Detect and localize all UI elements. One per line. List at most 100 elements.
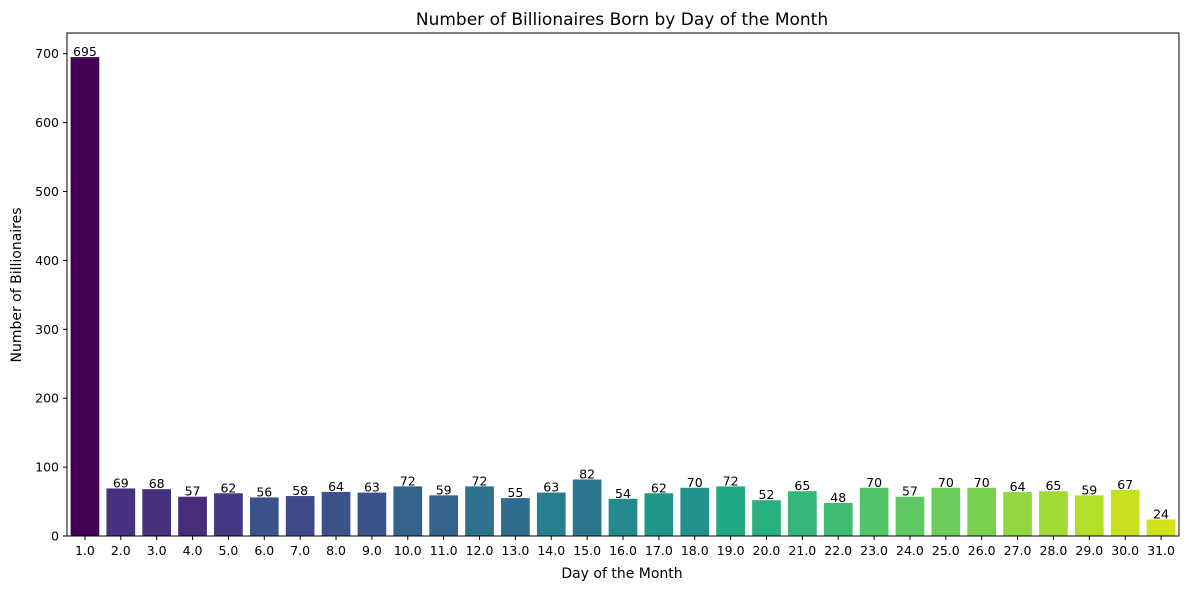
bar-10.0 bbox=[393, 486, 423, 536]
bar-value-label: 70 bbox=[866, 475, 882, 490]
x-tick-label: 25.0 bbox=[932, 543, 960, 558]
bar-value-label: 695 bbox=[73, 44, 97, 59]
chart-title: Number of Billionaires Born by Day of th… bbox=[416, 10, 828, 30]
x-tick-label: 30.0 bbox=[1111, 543, 1139, 558]
y-tick-label: 500 bbox=[35, 184, 59, 199]
bar-value-label: 56 bbox=[256, 484, 272, 499]
bar-value-label: 48 bbox=[830, 490, 846, 505]
bar-value-label: 65 bbox=[1045, 478, 1061, 493]
bar-value-label: 69 bbox=[113, 475, 129, 490]
y-tick-label: 600 bbox=[35, 115, 59, 130]
x-tick-label: 4.0 bbox=[183, 543, 203, 558]
x-tick-label: 14.0 bbox=[537, 543, 565, 558]
bar-1.0 bbox=[70, 57, 100, 536]
bar-value-label: 70 bbox=[687, 475, 703, 490]
bar-13.0 bbox=[501, 498, 530, 536]
bar-20.0 bbox=[752, 500, 781, 536]
x-tick-label: 3.0 bbox=[147, 543, 167, 558]
bar-value-label: 67 bbox=[1117, 477, 1133, 492]
x-tick-label: 10.0 bbox=[394, 543, 422, 558]
x-tick-label: 22.0 bbox=[824, 543, 852, 558]
bar-value-label: 64 bbox=[1010, 479, 1026, 494]
bar-value-label: 24 bbox=[1153, 506, 1169, 521]
bar-30.0 bbox=[1110, 489, 1140, 536]
bar-value-label: 63 bbox=[364, 480, 380, 495]
bar-value-label: 70 bbox=[938, 475, 954, 490]
bar-15.0 bbox=[572, 479, 602, 536]
bar-16.0 bbox=[608, 498, 638, 536]
bar-3.0 bbox=[142, 489, 172, 536]
bar-value-label: 64 bbox=[328, 479, 344, 494]
bar-value-label: 55 bbox=[507, 485, 523, 500]
x-tick-label: 12.0 bbox=[466, 543, 494, 558]
bars-group bbox=[70, 57, 1176, 536]
y-tick-label: 400 bbox=[35, 253, 59, 268]
bar-27.0 bbox=[1003, 491, 1032, 536]
y-tick-label: 700 bbox=[35, 46, 59, 61]
bar-28.0 bbox=[1039, 491, 1068, 536]
x-tick-label: 9.0 bbox=[362, 543, 382, 558]
bar-value-label: 62 bbox=[220, 480, 236, 495]
y-tick-label: 0 bbox=[51, 529, 59, 544]
x-tick-label: 15.0 bbox=[573, 543, 601, 558]
bar-26.0 bbox=[967, 487, 997, 536]
bar-value-label: 57 bbox=[902, 484, 918, 499]
bar-value-label: 58 bbox=[292, 483, 308, 498]
bar-6.0 bbox=[249, 497, 279, 536]
x-tick-label: 16.0 bbox=[609, 543, 637, 558]
bar-value-label: 72 bbox=[723, 473, 739, 488]
bar-9.0 bbox=[357, 492, 387, 536]
bar-value-label: 68 bbox=[149, 476, 165, 491]
bar-25.0 bbox=[931, 487, 961, 536]
x-tick-label: 28.0 bbox=[1040, 543, 1068, 558]
x-tick-label: 7.0 bbox=[290, 543, 310, 558]
bar-18.0 bbox=[680, 487, 710, 536]
bar-8.0 bbox=[321, 491, 351, 536]
bar-value-label: 63 bbox=[543, 480, 559, 495]
bar-value-label: 57 bbox=[185, 484, 201, 499]
x-tick-label: 24.0 bbox=[896, 543, 924, 558]
bar-value-label: 59 bbox=[1081, 482, 1097, 497]
bar-value-label: 65 bbox=[794, 478, 810, 493]
y-axis-ticks: 0 100 200 300 400 500 600 700 bbox=[35, 46, 67, 544]
bar-value-label: 72 bbox=[472, 473, 488, 488]
bar-19.0 bbox=[716, 486, 745, 536]
x-tick-label: 21.0 bbox=[788, 543, 816, 558]
x-tick-label: 1.0 bbox=[75, 543, 95, 558]
x-tick-label: 5.0 bbox=[218, 543, 238, 558]
x-tick-label: 6.0 bbox=[254, 543, 274, 558]
x-tick-label: 13.0 bbox=[501, 543, 529, 558]
y-tick-label: 300 bbox=[35, 322, 59, 337]
x-tick-label: 11.0 bbox=[430, 543, 458, 558]
bar-14.0 bbox=[536, 492, 566, 536]
x-tick-label: 2.0 bbox=[111, 543, 131, 558]
bar-value-label: 72 bbox=[400, 473, 416, 488]
bar-29.0 bbox=[1074, 495, 1104, 536]
bar-labels-group: 695 69 68 57 62 56 58 64 63 72 59 72 55 63 82 54 62 70 72 5… bbox=[73, 44, 1169, 521]
y-tick-label: 200 bbox=[35, 391, 59, 406]
bar-7.0 bbox=[285, 496, 315, 536]
x-tick-label: 19.0 bbox=[717, 543, 745, 558]
bar-24.0 bbox=[895, 496, 925, 536]
x-tick-label: 18.0 bbox=[681, 543, 709, 558]
bar-value-label: 52 bbox=[759, 487, 775, 502]
x-axis-ticks: 1.0 2.0 3.0 4.0 5.0 6.0 7.0 8.0 9.0 10.0 11.0 12.0 1… bbox=[75, 536, 1175, 558]
bar-11.0 bbox=[429, 495, 458, 536]
bar-4.0 bbox=[178, 496, 207, 536]
bar-22.0 bbox=[823, 502, 853, 536]
bar-12.0 bbox=[465, 486, 494, 536]
bar-value-label: 82 bbox=[579, 466, 595, 481]
axes-frame bbox=[66, 32, 1180, 537]
bar-2.0 bbox=[106, 488, 136, 536]
bar-5.0 bbox=[214, 493, 243, 536]
bar-value-label: 62 bbox=[651, 480, 667, 495]
bar-21.0 bbox=[788, 491, 817, 536]
x-tick-label: 31.0 bbox=[1147, 543, 1175, 558]
x-tick-label: 20.0 bbox=[753, 543, 781, 558]
x-tick-label: 8.0 bbox=[326, 543, 346, 558]
bar-value-label: 54 bbox=[615, 486, 631, 501]
bar-31.0 bbox=[1146, 519, 1176, 536]
x-axis-label: Day of the Month bbox=[561, 566, 682, 582]
bar-17.0 bbox=[644, 493, 674, 536]
